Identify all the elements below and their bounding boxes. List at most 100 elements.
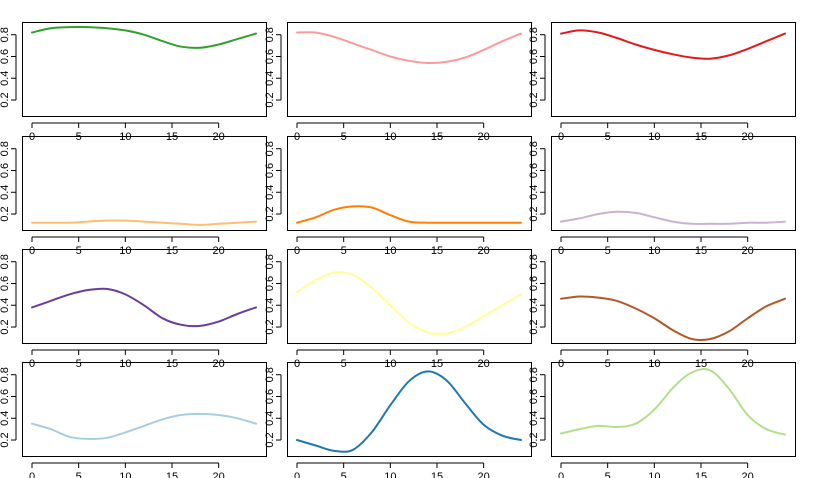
x-tick-label: 15	[166, 358, 178, 370]
x-tick-label: 20	[478, 245, 490, 257]
x-tick-label: 0	[294, 245, 300, 257]
y-tick-label: 0.4	[0, 411, 11, 426]
y-tick-label: 0.8	[264, 141, 276, 156]
series-line	[560, 29, 786, 60]
series-line	[31, 219, 257, 226]
series-line	[31, 412, 257, 440]
y-tick-label: 0.8	[528, 141, 540, 156]
panel-10: 0 5 10 15 20 0.2 0.4 0.6 0.8	[0, 362, 267, 478]
y-tick-label: 0.4	[0, 71, 11, 86]
y-tick-label: 0.6	[528, 163, 540, 178]
y-tick-label: 0.6	[0, 163, 11, 178]
series-line	[296, 271, 522, 336]
y-tick-label: 0.4	[528, 185, 540, 200]
panel-4: 0 5 10 15 20 0.2 0.4 0.6 0.8	[0, 136, 267, 257]
y-tick-label: 0.6	[0, 49, 11, 64]
x-tick-label: 0	[558, 471, 564, 478]
y-tick-label: 0.2	[0, 319, 11, 334]
y-tick-label: 0.8	[528, 27, 540, 42]
plot-frame	[551, 22, 796, 117]
y-tick-label: 0.4	[0, 185, 11, 200]
y-tick-label: 0.8	[528, 254, 540, 269]
x-tick-label: 0	[558, 358, 564, 370]
x-tick-label: 20	[742, 358, 754, 370]
y-tick-label: 0.2	[0, 432, 11, 447]
x-tick-label: 5	[341, 471, 347, 478]
x-tick-label: 0	[558, 245, 564, 257]
x-tick-label: 10	[384, 358, 396, 370]
y-tick-label: 0.2	[264, 319, 276, 334]
x-tick-label: 20	[213, 471, 225, 478]
y-tick-label: 0.6	[264, 276, 276, 291]
series-line	[296, 31, 522, 65]
y-tick-label: 0.2	[0, 92, 11, 107]
y-tick-label: 0.2	[528, 432, 540, 447]
plot-frame	[551, 136, 796, 231]
plot-frame	[287, 362, 532, 457]
x-tick-label: 10	[119, 471, 131, 478]
y-tick-label: 0.6	[264, 389, 276, 404]
x-tick-label: 10	[648, 358, 660, 370]
x-tick-label: 5	[76, 245, 82, 257]
y-tick-label: 0.8	[264, 254, 276, 269]
y-tick-label: 0.8	[264, 27, 276, 42]
x-tick-label: 0	[294, 358, 300, 370]
x-tick-label: 10	[384, 245, 396, 257]
y-tick-label: 0.8	[0, 367, 11, 382]
x-tick-label: 5	[76, 471, 82, 478]
x-tick-label: 0	[29, 471, 35, 478]
x-tick-label: 20	[213, 245, 225, 257]
x-tick-label: 20	[742, 471, 754, 478]
x-tick-label: 15	[166, 245, 178, 257]
y-tick-label: 0.8	[0, 254, 11, 269]
y-tick-label: 0.2	[528, 206, 540, 221]
x-tick-label: 15	[695, 471, 707, 478]
y-tick-label: 0.2	[528, 319, 540, 334]
x-tick-label: 5	[605, 471, 611, 478]
plot-frame	[22, 22, 267, 117]
y-tick-label: 0.4	[264, 298, 276, 313]
x-tick-label: 5	[605, 245, 611, 257]
plot-frame	[551, 249, 796, 344]
plot-frame	[287, 249, 532, 344]
x-tick-label: 5	[341, 358, 347, 370]
x-tick-label: 0	[29, 358, 35, 370]
panel-12: 0 5 10 15 20 0.2 0.4 0.6 0.8	[528, 362, 796, 478]
x-tick-label: 10	[648, 245, 660, 257]
x-tick-label: 20	[742, 245, 754, 257]
plot-frame	[287, 136, 532, 231]
y-tick-label: 0.8	[528, 367, 540, 382]
plot-frame	[22, 249, 267, 344]
plot-frame	[22, 136, 267, 231]
y-tick-label: 0.8	[264, 367, 276, 382]
panel-2: 0 5 10 15 200.20.40.60.8	[264, 22, 532, 143]
panel-5: 0 5 10 15 20 0.2 0.4 0.6 0.8	[264, 136, 532, 257]
series-line	[31, 25, 257, 49]
x-tick-label: 20	[478, 471, 490, 478]
panel-8: 0 5 10 15 20 0.2 0.4 0.6 0.8	[264, 249, 532, 370]
x-tick-label: 0	[29, 245, 35, 257]
y-tick-label: 0.4	[528, 71, 540, 86]
y-tick-label: 0.4	[0, 298, 11, 313]
y-tick-label: 0.6	[528, 276, 540, 291]
panel-1: 0 5 10 15 200.20.40.60.8	[0, 22, 267, 143]
x-tick-label: 20	[478, 358, 490, 370]
y-tick-label: 0.2	[264, 206, 276, 221]
plot-frame	[551, 362, 796, 457]
y-tick-label: 0.4	[528, 411, 540, 426]
x-tick-label: 5	[605, 358, 611, 370]
series-line	[560, 210, 786, 225]
y-tick-label: 0.8	[0, 141, 11, 156]
x-tick-label: 15	[431, 471, 443, 478]
y-tick-label: 0.2	[0, 206, 11, 221]
x-tick-label: 15	[166, 471, 178, 478]
y-tick-label: 0.4	[264, 411, 276, 426]
series-line	[31, 287, 257, 328]
x-tick-label: 20	[213, 358, 225, 370]
x-tick-label: 0	[294, 471, 300, 478]
y-tick-label: 0.8	[0, 27, 11, 42]
plot-frame	[287, 22, 532, 117]
y-tick-label: 0.6	[264, 49, 276, 64]
x-tick-label: 10	[384, 471, 396, 478]
